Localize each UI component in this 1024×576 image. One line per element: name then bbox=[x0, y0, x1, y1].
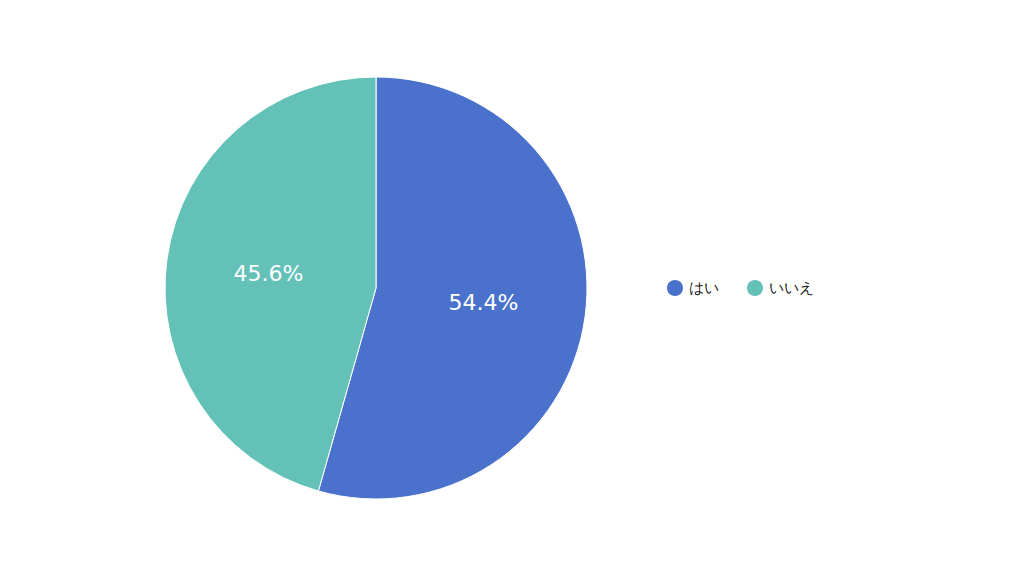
svg-text:54.4%: 54.4% bbox=[449, 290, 519, 315]
svg-text:45.6%: 45.6% bbox=[234, 261, 304, 286]
svg-text:いいえ: いいえ bbox=[769, 279, 814, 297]
svg-text:はい: はい bbox=[689, 279, 719, 297]
